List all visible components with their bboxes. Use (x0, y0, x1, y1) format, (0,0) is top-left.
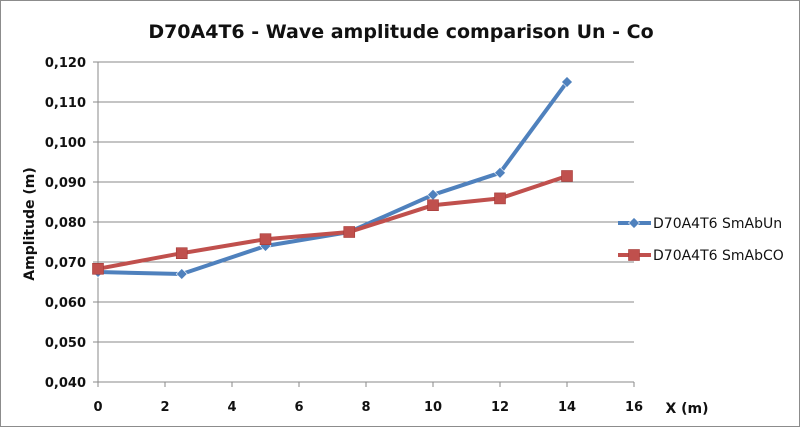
x-tick-label: 10 (424, 400, 442, 415)
data-point-series-1 (494, 166, 506, 179)
y-tick-label: 0,120 (45, 56, 86, 71)
tick-labels: 0,040 0,050 0,060 0,070 0,080 0,090 0,100 0,110… (45, 56, 643, 415)
x-tick-label: 6 (294, 400, 303, 415)
series (92, 76, 573, 280)
legend-marker-2 (628, 249, 640, 261)
y-tick-label: 0,110 (45, 96, 86, 111)
legend-label-2: D70A4T6 SmAbCO (653, 248, 784, 264)
data-point-series-2 (494, 192, 506, 205)
y-tick-label: 0,090 (45, 176, 86, 191)
legend: D70A4T6 SmAbUn D70A4T6 SmAbCO (618, 216, 784, 264)
series-line-1 (96, 80, 569, 276)
legend-marker-1 (628, 217, 640, 229)
data-point-series-2 (427, 199, 439, 211)
y-tick-label: 0,060 (45, 296, 86, 311)
y-tick-label: 0,050 (45, 336, 86, 351)
axes (93, 61, 635, 387)
x-tick-label: 8 (361, 400, 370, 415)
data-point-series-2 (343, 226, 356, 238)
x-tick-label: 4 (227, 400, 236, 415)
y-tick-label: 0,100 (45, 136, 86, 151)
data-point-series-2 (561, 170, 573, 182)
data-point-series-2 (259, 233, 272, 245)
grid-lines (98, 61, 634, 343)
x-axis-title: X (m) (665, 401, 708, 417)
chart-title: D70A4T6 - Wave amplitude comparison Un -… (148, 21, 653, 43)
data-point-series-2 (175, 247, 188, 259)
x-tick-label: 2 (160, 400, 169, 415)
data-point-series-1 (561, 76, 573, 88)
y-tick-label: 0,040 (45, 376, 86, 391)
x-tick-label: 0 (93, 400, 102, 415)
data-point-series-1 (175, 268, 188, 280)
x-tick-label: 16 (625, 400, 643, 415)
y-tick-label: 0,080 (45, 216, 86, 231)
x-tick-label: 14 (558, 400, 576, 415)
data-point-series-2 (92, 262, 104, 275)
y-axis-title: Amplitude (m) (22, 167, 38, 280)
legend-label-1: D70A4T6 SmAbUn (653, 216, 782, 232)
y-tick-label: 0,070 (45, 256, 86, 271)
x-tick-label: 12 (491, 400, 509, 415)
